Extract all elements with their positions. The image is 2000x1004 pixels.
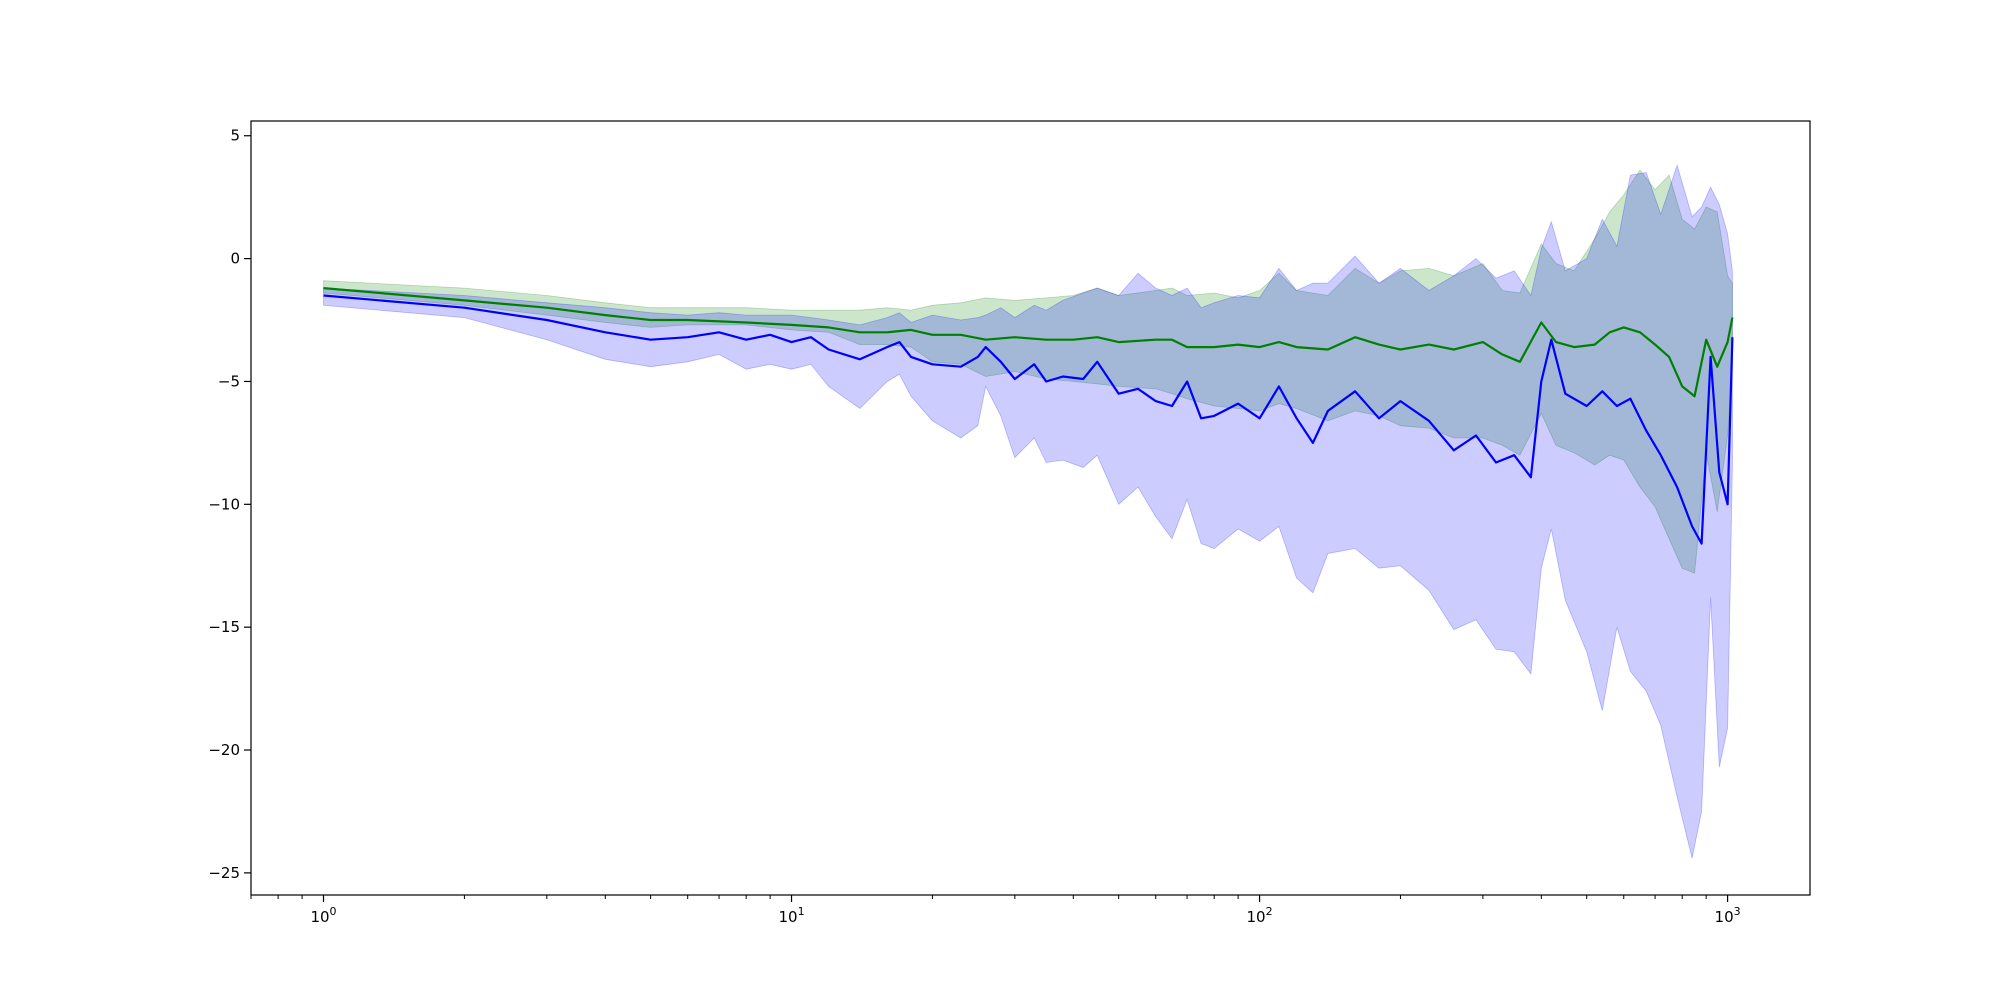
- y-tick-label: −10: [208, 495, 240, 513]
- y-tick-label: −15: [208, 618, 240, 636]
- x-tick-label: 102: [1247, 905, 1273, 926]
- x-tick-label: 103: [1715, 905, 1741, 926]
- series-1-band: [323, 163, 1733, 859]
- y-tick-label: 0: [230, 250, 240, 268]
- series-1-line: [323, 294, 1734, 545]
- plot-area-frame: [250, 120, 1811, 896]
- y-tick-label: −25: [208, 864, 240, 882]
- confidence-bands: [323, 163, 1733, 859]
- x-tick-label: 101: [778, 905, 804, 926]
- series-0-line: [323, 287, 1734, 398]
- series-lines: [323, 287, 1734, 545]
- y-tick-label: 5: [230, 127, 240, 145]
- y-axis: 5 0 −5 −10 −15 −20 −25: [208, 127, 251, 882]
- y-tick-label: −20: [208, 741, 240, 759]
- x-axis: 100 101 102 103: [250, 895, 1741, 926]
- y-tick-label: −5: [218, 372, 240, 390]
- x-tick-label: 100: [310, 905, 336, 926]
